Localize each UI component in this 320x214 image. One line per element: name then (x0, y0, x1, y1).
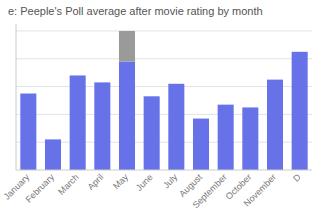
x-tick-label: February (24, 172, 57, 205)
bar (144, 96, 160, 170)
bar (119, 31, 135, 62)
x-tick-labels: JanuaryFebruaryMarchAprilMayJuneJulyAugu… (2, 172, 303, 211)
bar (218, 105, 234, 170)
bar (193, 119, 209, 170)
x-tick-label: May (111, 172, 130, 191)
bar (119, 62, 135, 170)
bar (94, 82, 110, 170)
title: e: Peeple's Poll average after movie rat… (8, 5, 263, 17)
x-tick-label: March (56, 172, 81, 197)
y-axis-line (16, 24, 17, 170)
x-tick-label: November (242, 172, 278, 208)
bar (242, 107, 258, 170)
chart-container: e: Peeple's Poll average after movie rat… (0, 0, 320, 214)
x-axis-line (16, 170, 312, 171)
x-tick-label: June (134, 172, 155, 193)
grid-line (16, 30, 312, 31)
bar (45, 139, 61, 170)
x-tick-label: July (161, 172, 180, 191)
bar (292, 52, 308, 170)
x-tick-label: April (86, 172, 106, 192)
x-tick-label: September (191, 172, 229, 210)
bar (70, 75, 86, 170)
grid-line (16, 58, 312, 59)
x-tick-label: D (291, 172, 303, 184)
bar (20, 94, 36, 170)
bars (20, 31, 307, 170)
chart: e: Peeple's Poll average after movie rat… (0, 0, 320, 214)
bar (267, 80, 283, 170)
bar (168, 84, 184, 170)
